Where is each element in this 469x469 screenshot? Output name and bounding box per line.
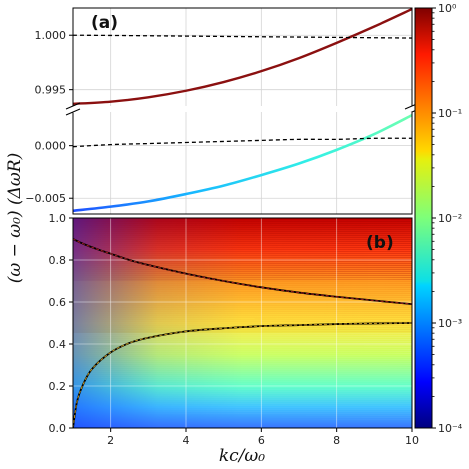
- panel-a-bottom-series: [72, 113, 413, 213]
- x-tick-label: 10: [405, 434, 419, 447]
- y-tick-label: 0.2: [49, 380, 67, 393]
- y-axis-label: (ω − ω₀) (ΔωR): [5, 153, 25, 283]
- panel-b: 0.0 0.2 0.4 0.6 0.8 1.0 2 4 6 8 10 (b): [49, 212, 420, 447]
- y-tick-label: 1.000: [35, 29, 67, 42]
- panel-b-yticks: 0.0 0.2 0.4 0.6 0.8 1.0: [49, 212, 73, 435]
- y-tick-label: 0.8: [49, 254, 67, 267]
- panel-a-label: (a): [91, 13, 118, 33]
- panel-a-top: 0.995 1.000 (a): [35, 7, 413, 106]
- x-tick-label: 2: [107, 434, 114, 447]
- y-tick-label: −0.005: [25, 192, 66, 205]
- panel-a-bottom-grid: [73, 112, 412, 214]
- y-tick-label: 0.6: [49, 296, 67, 309]
- series-line: [72, 113, 413, 213]
- series-line-dashed: [72, 34, 413, 39]
- colorbar-tick-label: 10⁰: [438, 2, 457, 15]
- panel-a-bottom-axes: [72, 112, 413, 215]
- series-highlight: [73, 322, 412, 428]
- panel-a-bottom-frame: [73, 112, 412, 214]
- colorbar-tick-label: 10⁻³: [438, 317, 462, 330]
- series-highlight: [73, 238, 412, 305]
- colorbar-tick-label: 10⁻⁴: [438, 422, 463, 435]
- panel-a-top-series: [72, 8, 413, 106]
- colorbar-gradient: [414, 7, 433, 429]
- series-line: [72, 8, 413, 106]
- panel-a-top-frame: [73, 8, 412, 106]
- series-line-dashed: [72, 137, 413, 148]
- panel-b-band-lines: [73, 218, 412, 428]
- y-tick-label: 0.4: [49, 338, 67, 351]
- x-tick-label: 8: [333, 434, 340, 447]
- panel-a-top-yticks: 0.995 1.000: [35, 29, 73, 97]
- panel-b-xticks: 2 4 6 8 10: [107, 428, 419, 447]
- x-axis-label: kc/ω₀: [219, 446, 265, 466]
- panel-a-top-axes: [72, 7, 413, 106]
- colorbar-tick-label: 10⁻¹: [438, 107, 462, 120]
- y-tick-label: 0.995: [35, 84, 67, 97]
- x-tick-label: 4: [183, 434, 190, 447]
- colorbar-ticks: 10⁻⁴ 10⁻³ 10⁻² 10⁻¹ 10⁰: [432, 2, 463, 435]
- panel-b-label: (b): [366, 233, 394, 253]
- panel-a-bottom: −0.005 0.000: [25, 112, 413, 215]
- y-tick-label: 1.0: [49, 212, 67, 225]
- y-tick-label: 0.0: [49, 422, 67, 435]
- panel-b-series: [73, 238, 412, 428]
- x-tick-label: 6: [258, 434, 265, 447]
- panel-a-bottom-yticks: −0.005 0.000: [25, 140, 73, 205]
- y-tick-label: 0.000: [35, 140, 67, 153]
- panel-b-frame: [72, 217, 413, 429]
- colorbar: 10⁻⁴ 10⁻³ 10⁻² 10⁻¹ 10⁰: [414, 2, 463, 435]
- colorbar-tick-label: 10⁻²: [438, 212, 462, 225]
